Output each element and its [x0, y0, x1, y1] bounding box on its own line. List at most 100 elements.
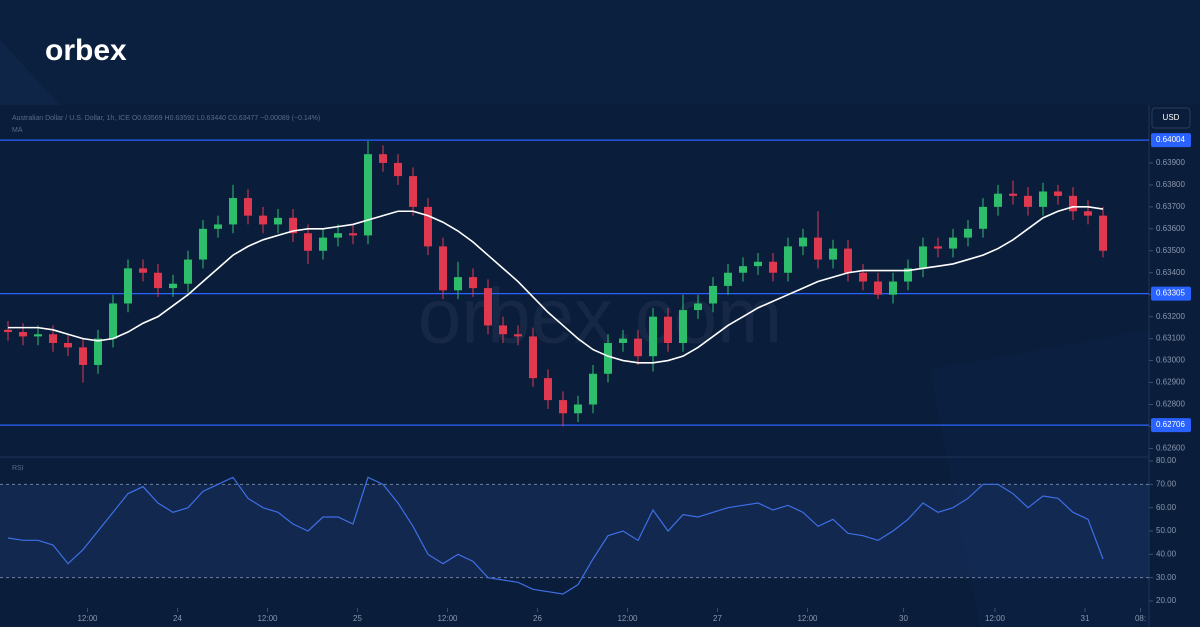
candle-body: [244, 198, 252, 216]
chart-title: Australian Dollar / U.S. Dollar, 1h, ICE…: [12, 115, 320, 122]
candle-body: [754, 261, 762, 267]
y-tick-label: 20.00: [1156, 596, 1177, 605]
ma-line: [8, 206, 1104, 364]
x-tick-label: 12:00: [797, 614, 818, 623]
y-tick-label: 30.00: [1156, 573, 1177, 582]
indicator-label: MA: [12, 127, 23, 134]
y-tick-label: 50.00: [1156, 526, 1177, 535]
candle-body: [889, 281, 897, 295]
candle-body: [214, 224, 222, 229]
candle-body: [19, 332, 27, 337]
x-tick-label: 30: [899, 614, 908, 623]
candle-body: [1084, 211, 1092, 216]
y-tick-label: 80.00: [1156, 456, 1177, 465]
y-tick-label: 0.62800: [1156, 400, 1185, 409]
candle-body: [274, 217, 282, 225]
candle-body: [694, 303, 702, 311]
candle-body: [739, 266, 747, 273]
candle-body: [784, 246, 792, 273]
candle-body: [349, 233, 357, 236]
candle-body: [454, 277, 462, 291]
y-tick-label: 40.00: [1156, 549, 1177, 558]
level-tag: [1151, 133, 1191, 148]
candle-body: [874, 281, 882, 295]
candle-body: [544, 378, 552, 401]
x-tick-label: 24: [173, 614, 182, 623]
currency: USD: [1163, 113, 1180, 122]
x-tick-label: 31: [1081, 614, 1090, 623]
x-tick-label: 12:00: [437, 614, 458, 623]
candle-body: [529, 336, 537, 379]
y-tick-label: 0.62900: [1156, 378, 1185, 387]
y-tick-label: 0.63000: [1156, 356, 1185, 365]
candle-body: [1039, 191, 1047, 207]
candle-body: [424, 206, 432, 247]
candle-body: [319, 237, 327, 251]
candle-body: [769, 261, 777, 273]
y-tick-label: 0.63500: [1156, 246, 1185, 255]
candle-body: [559, 400, 567, 414]
candle-body: [604, 343, 612, 374]
candle-body: [364, 154, 372, 236]
candle-body: [679, 310, 687, 344]
candle-body: [934, 246, 942, 249]
candle-body: [169, 283, 177, 289]
logo: orbex: [45, 34, 127, 67]
candle-body: [199, 228, 207, 260]
level-tag: [1151, 286, 1191, 301]
level-label: 0.63305: [1156, 289, 1185, 298]
x-tick-label: 26: [533, 614, 542, 623]
y-tick-label: 0.63200: [1156, 312, 1185, 321]
y-tick-label: 0.63600: [1156, 224, 1185, 233]
candle-body: [469, 277, 477, 289]
candle-body: [484, 288, 492, 326]
candle-body: [859, 272, 867, 282]
candle-body: [919, 246, 927, 269]
candle-body: [139, 268, 147, 273]
y-tick-label: 0.63900: [1156, 158, 1185, 167]
x-tick-label: 25: [353, 614, 362, 623]
decor: [930, 330, 1150, 627]
decor: [0, 40, 60, 105]
candle-body: [904, 268, 912, 282]
x-tick-label: 27: [713, 614, 722, 623]
candle-body: [79, 347, 87, 365]
candle-body: [229, 198, 237, 225]
level-label: 0.62706: [1156, 420, 1185, 429]
y-tick-label: 0.63800: [1156, 180, 1185, 189]
x-tick-label: 12:00: [257, 614, 278, 623]
candle-body: [664, 316, 672, 344]
candle-body: [1069, 195, 1077, 212]
candle-body: [439, 246, 447, 291]
x-tick-label: 12:00: [77, 614, 98, 623]
candle-body: [64, 343, 72, 348]
watermark: orbex.com: [418, 272, 782, 360]
candle-body: [4, 329, 12, 333]
level-tag: [1151, 418, 1191, 433]
candle-body: [1099, 215, 1107, 251]
candle-body: [724, 272, 732, 286]
x-tick-label: 08:: [1135, 614, 1146, 623]
currency-box: [1151, 107, 1191, 129]
candle-body: [574, 404, 582, 414]
y-tick-label: 0.63100: [1156, 334, 1185, 343]
y-tick-label: 60.00: [1156, 503, 1177, 512]
candle-body: [979, 206, 987, 229]
candle-body: [949, 237, 957, 249]
y-tick-label: 70.00: [1156, 479, 1177, 488]
candle-body: [589, 373, 597, 405]
header-band: [0, 0, 1200, 105]
candle-body: [109, 303, 117, 339]
candle-body: [649, 316, 657, 357]
candle-body: [259, 215, 267, 225]
candle-body: [124, 268, 132, 304]
candle-body: [154, 272, 162, 289]
candle-body: [1024, 195, 1032, 207]
candle-body: [709, 285, 717, 304]
candle-body: [619, 338, 627, 344]
rsi-line: [7, 476, 1104, 595]
candle-body: [94, 338, 102, 365]
candle-body: [514, 334, 522, 337]
candle-body: [1009, 193, 1017, 196]
